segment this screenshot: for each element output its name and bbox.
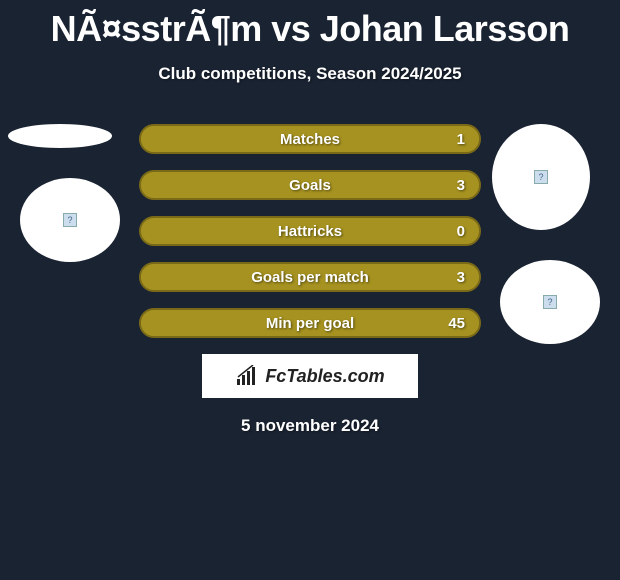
stat-row: Goals per match 3 <box>139 262 481 292</box>
stats-container: Matches 1 Goals 3 Hattricks 0 Goals per match 3… <box>139 124 481 338</box>
image-placeholder-icon: ? <box>534 170 548 184</box>
stat-row: Matches 1 <box>139 124 481 154</box>
stat-value-right: 3 <box>457 177 465 194</box>
stat-value-right: 0 <box>457 223 465 240</box>
player2-avatar-top: ? <box>492 124 590 230</box>
stat-label: Min per goal <box>266 315 354 332</box>
stat-row: Min per goal 45 <box>139 308 481 338</box>
image-placeholder-icon: ? <box>63 213 77 227</box>
page-title: NÃ¤sstrÃ¶m vs Johan Larsson <box>0 0 620 50</box>
stat-label: Hattricks <box>278 223 342 240</box>
logo-text: FcTables.com <box>265 366 384 387</box>
stat-row: Hattricks 0 <box>139 216 481 246</box>
stat-label: Goals per match <box>251 269 369 286</box>
date-text: 5 november 2024 <box>0 416 620 436</box>
player1-avatar-top <box>8 124 112 148</box>
stat-label: Matches <box>280 131 340 148</box>
subtitle: Club competitions, Season 2024/2025 <box>0 64 620 84</box>
stat-value-right: 3 <box>457 269 465 286</box>
stat-value-right: 45 <box>448 315 465 332</box>
image-placeholder-icon: ? <box>543 295 557 309</box>
player1-avatar-bottom: ? <box>20 178 120 262</box>
site-logo: FcTables.com <box>202 354 418 398</box>
stat-value-right: 1 <box>457 131 465 148</box>
stat-label: Goals <box>289 177 331 194</box>
stat-row: Goals 3 <box>139 170 481 200</box>
chart-icon <box>235 365 261 387</box>
player2-avatar-bottom: ? <box>500 260 600 344</box>
